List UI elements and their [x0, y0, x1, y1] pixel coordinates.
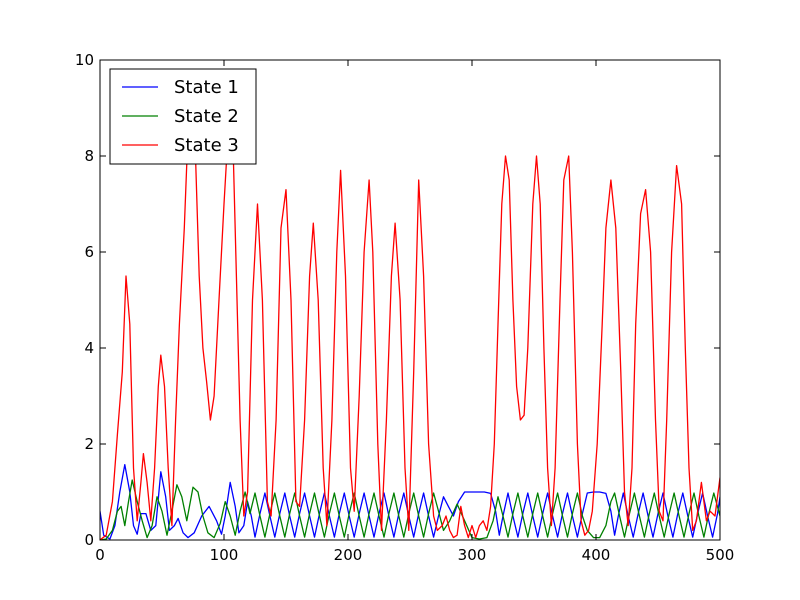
- x-tick-label: 400: [582, 546, 611, 564]
- series-lines: [100, 83, 720, 540]
- legend-label-state-3: State 3: [174, 135, 239, 156]
- legend-label-state-2: State 2: [174, 106, 239, 127]
- y-tick-labels: 0 2 4 6 8 10: [75, 51, 94, 549]
- legend: State 1 State 2 State 3: [109, 68, 257, 165]
- y-tick-label: 10: [75, 51, 94, 69]
- y-tick-label: 8: [84, 147, 94, 165]
- series-line-state-2: [100, 479, 720, 540]
- x-tick-label: 500: [706, 546, 735, 564]
- legend-label-state-1: State 1: [174, 77, 239, 98]
- x-tick-label: 300: [458, 546, 487, 564]
- plot-frame: [99, 59, 721, 541]
- x-tick-label: 100: [210, 546, 239, 564]
- x-tick-label: 0: [95, 546, 105, 564]
- y-tick-label: 4: [84, 339, 94, 357]
- x-tick-label: 200: [334, 546, 363, 564]
- x-tick-labels: 0 100 200 300 400 500: [95, 546, 734, 564]
- y-tick-label: 6: [84, 243, 94, 261]
- y-tick-label: 2: [84, 435, 94, 453]
- series-line-state-3: [100, 83, 720, 540]
- y-tick-label: 0: [84, 531, 94, 549]
